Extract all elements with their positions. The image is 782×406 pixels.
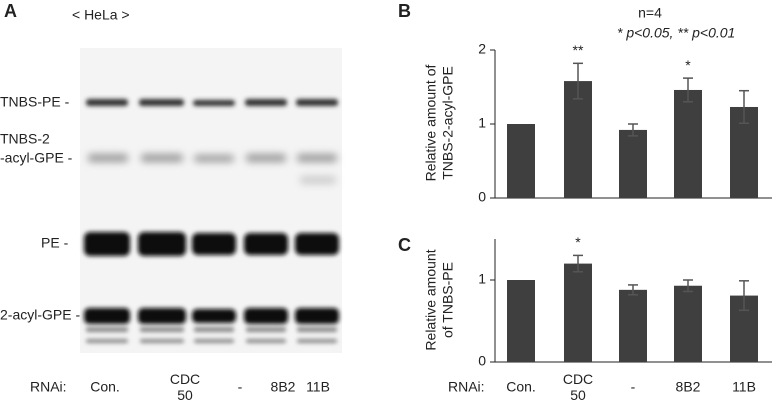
band-label: TNBS-2 bbox=[0, 131, 50, 147]
bar bbox=[507, 280, 535, 362]
band-label: 2-acyl-GPE - bbox=[0, 307, 80, 323]
x-tick-label: CDC 50 bbox=[563, 371, 593, 403]
x-axis-label: RNAi: bbox=[30, 379, 67, 395]
significance-note: * p<0.05, ** p<0.01 bbox=[617, 25, 735, 41]
x-tick-label: - bbox=[631, 379, 636, 395]
lane-label: Con. bbox=[90, 379, 120, 395]
band-label: PE - bbox=[41, 235, 69, 251]
error-bar bbox=[683, 77, 693, 103]
y-axis-label: TNBS-2-acyl-GPE bbox=[440, 66, 456, 180]
bar bbox=[564, 81, 592, 198]
lane-label: CDC 50 bbox=[170, 371, 200, 403]
x-tick-label: Con. bbox=[506, 379, 536, 395]
bar bbox=[564, 263, 592, 362]
y-tick-label: 0 bbox=[478, 353, 486, 369]
x-axis-label: RNAi: bbox=[448, 379, 485, 395]
panel-title: < HeLa > bbox=[72, 7, 130, 23]
gel bbox=[80, 48, 342, 353]
bar bbox=[674, 89, 702, 198]
band-label: TNBS-PE - bbox=[0, 94, 70, 110]
y-tick-label: 1 bbox=[478, 271, 486, 287]
y-tick-label: 2 bbox=[478, 41, 486, 57]
error-bar bbox=[683, 279, 693, 293]
lane-label: - bbox=[238, 379, 243, 395]
band-label: -acyl-GPE - bbox=[0, 150, 73, 166]
y-axis-label: Relative amount bbox=[423, 249, 439, 350]
panel-label: B bbox=[398, 1, 411, 21]
bar bbox=[507, 124, 535, 198]
x-tick-label: 8B2 bbox=[676, 379, 701, 395]
bar bbox=[619, 289, 647, 362]
y-axis-label: of TNBS-PE bbox=[440, 262, 456, 338]
bar bbox=[619, 129, 647, 198]
panel-label: C bbox=[398, 235, 411, 255]
error-bar bbox=[739, 89, 749, 125]
note: n=4 bbox=[638, 5, 662, 21]
significance-mark: * bbox=[575, 234, 581, 250]
lane-label: 11B bbox=[306, 379, 330, 395]
y-tick-label: 0 bbox=[478, 189, 486, 205]
y-tick-label: 1 bbox=[478, 115, 486, 131]
lane-label: 8B2 bbox=[271, 379, 296, 395]
y-axis-label: Relative amount of bbox=[423, 65, 439, 182]
panel-label: A bbox=[4, 1, 17, 21]
error-bar bbox=[628, 123, 638, 137]
significance-mark: * bbox=[685, 57, 691, 73]
x-tick-label: 11B bbox=[732, 379, 756, 395]
error-bar bbox=[628, 284, 638, 296]
error-bar bbox=[573, 254, 583, 273]
error-bar bbox=[739, 280, 749, 312]
bar bbox=[674, 285, 702, 362]
error-bar bbox=[573, 62, 583, 100]
significance-mark: ** bbox=[573, 42, 584, 58]
